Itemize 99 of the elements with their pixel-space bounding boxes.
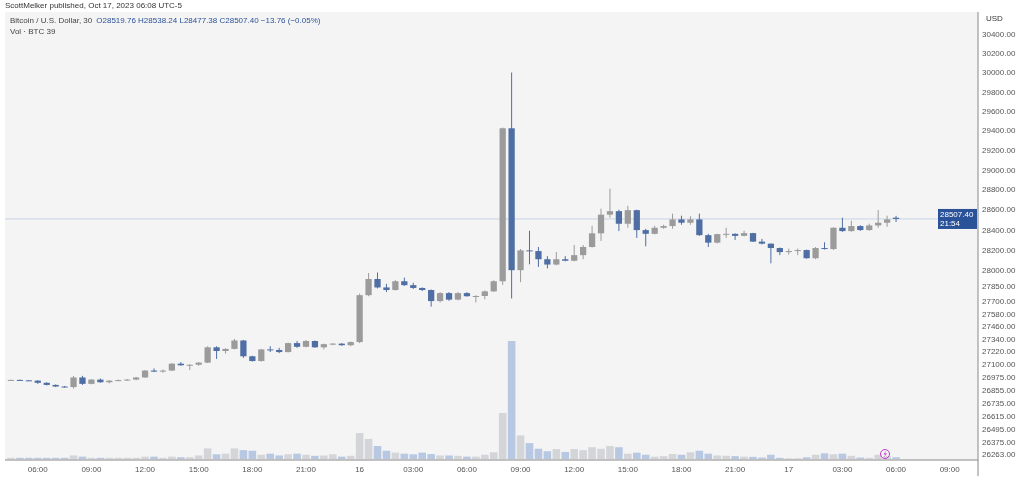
candlestick — [731, 232, 739, 241]
y-tick-label: 28600.00 — [982, 205, 1016, 215]
y-tick-label: 27460.00 — [982, 322, 1016, 332]
x-tick-label: 06:00 — [27, 465, 49, 474]
candlestick — [830, 226, 837, 251]
x-tick-label: 09:00 — [510, 465, 532, 474]
y-tick-label: 27340.00 — [982, 334, 1016, 344]
bar — [293, 453, 301, 459]
bar — [284, 454, 292, 459]
y-tick-label: 26375.00 — [982, 437, 1016, 447]
y-tick-label: 26855.00 — [982, 386, 1016, 396]
bar — [820, 453, 829, 459]
x-tick-label: 06:00 — [886, 465, 907, 474]
bar — [454, 455, 462, 459]
bar — [829, 454, 838, 459]
y-tick-label: 29200.00 — [982, 145, 1016, 155]
y-tick-label: 27850.00 — [982, 281, 1016, 291]
candlestick — [696, 213, 703, 237]
y-tick-label: 28000.00 — [982, 266, 1016, 276]
candlestick — [723, 227, 730, 239]
annotation: O28519.76 H28538.24 L28477.38 C28507.40 −13.76 (−0.05%) — [96, 16, 321, 25]
bar — [507, 341, 516, 459]
candlestick — [821, 241, 828, 251]
bar — [230, 448, 239, 459]
bar — [615, 447, 623, 459]
bar — [624, 453, 632, 459]
bar — [534, 448, 543, 459]
x-tick-label: 21:00 — [725, 465, 746, 474]
candlestick — [758, 238, 766, 245]
bar — [302, 454, 310, 459]
bar — [668, 454, 677, 459]
y-tick-label: 30200.00 — [982, 49, 1016, 59]
y-tick-label: 30000.00 — [982, 68, 1016, 78]
candlestick — [606, 188, 614, 219]
bar — [257, 454, 266, 459]
x-tick-label: 18:00 — [242, 465, 263, 474]
bar — [436, 455, 444, 459]
y-tick-label: 26615.00 — [982, 411, 1016, 421]
candlestick — [624, 205, 631, 229]
y-tick-label: 29000.00 — [982, 165, 1016, 175]
candlestick — [365, 272, 372, 297]
bar — [212, 454, 221, 459]
y-tick-label: 26735.00 — [982, 398, 1016, 408]
text: Bitcoin / U.S. Dollar, 30 — [10, 16, 93, 25]
annotation: Vol · BTC 39 — [10, 27, 56, 36]
y-tick-label: 28400.00 — [982, 225, 1016, 235]
bar — [543, 451, 552, 459]
bar — [561, 451, 570, 459]
x-tick-label: 17 — [784, 465, 794, 474]
x-tick-label: 12:00 — [135, 465, 156, 474]
candlestick — [883, 215, 891, 228]
candlestick — [517, 248, 524, 283]
x-tick-label: 15:00 — [617, 465, 639, 474]
bar — [686, 452, 695, 459]
bar — [659, 456, 668, 459]
y-tick-label: 28200.00 — [982, 245, 1016, 255]
bar — [69, 455, 78, 459]
x-tick-label: 03:00 — [403, 465, 424, 474]
bar — [731, 456, 739, 459]
y-tick-label: 29400.00 — [982, 126, 1016, 136]
bar — [445, 455, 453, 459]
x-tick-label: 18:00 — [671, 465, 693, 474]
bar — [239, 450, 248, 459]
candlestick — [588, 225, 596, 249]
bar — [525, 443, 534, 459]
y-tick-label: 29600.00 — [982, 106, 1016, 116]
text: ScottMelker published, Oct 17, 2023 06:08 UTC-5 — [5, 1, 183, 10]
bar — [311, 455, 319, 459]
x-tick-label: 21:00 — [295, 465, 317, 474]
y-tick-label: 28800.00 — [982, 185, 1016, 195]
candlestick — [633, 209, 640, 239]
x-tick-label: 09:00 — [939, 465, 961, 474]
y-tick-label: 26975.00 — [982, 373, 1016, 383]
candlestick — [526, 230, 533, 265]
candlestick — [472, 294, 479, 303]
y-tick-label: 26263.00 — [982, 450, 1016, 459]
y-tick-label: 27220.00 — [982, 347, 1016, 357]
x-tick-label: 06:00 — [456, 465, 478, 474]
bar — [355, 433, 364, 459]
bar — [364, 438, 373, 459]
y-axis-title: USD — [986, 13, 1004, 23]
y-tick-label: 30400.00 — [982, 30, 1016, 40]
x-tick-label: 03:00 — [832, 465, 853, 474]
y-tick-label: 27580.00 — [982, 309, 1016, 319]
bar — [552, 449, 561, 459]
candlestick — [615, 209, 623, 232]
bar — [373, 446, 382, 459]
candlestick — [597, 208, 605, 242]
y-tick-label: 26495.00 — [982, 424, 1016, 434]
y-tick-label: 27700.00 — [982, 297, 1016, 307]
x-tick-label: 12:00 — [564, 465, 585, 474]
ref-line-label: 28507.40 21:54 — [940, 210, 974, 229]
x-tick-label: 15:00 — [188, 465, 210, 474]
bar — [516, 435, 525, 459]
x-tick-label: 16 — [355, 465, 365, 474]
x-tick-label: 09:00 — [81, 465, 102, 474]
candlestick — [535, 246, 542, 268]
y-tick-label: 27100.00 — [982, 360, 1016, 369]
y-tick-label: 29800.00 — [982, 87, 1016, 97]
